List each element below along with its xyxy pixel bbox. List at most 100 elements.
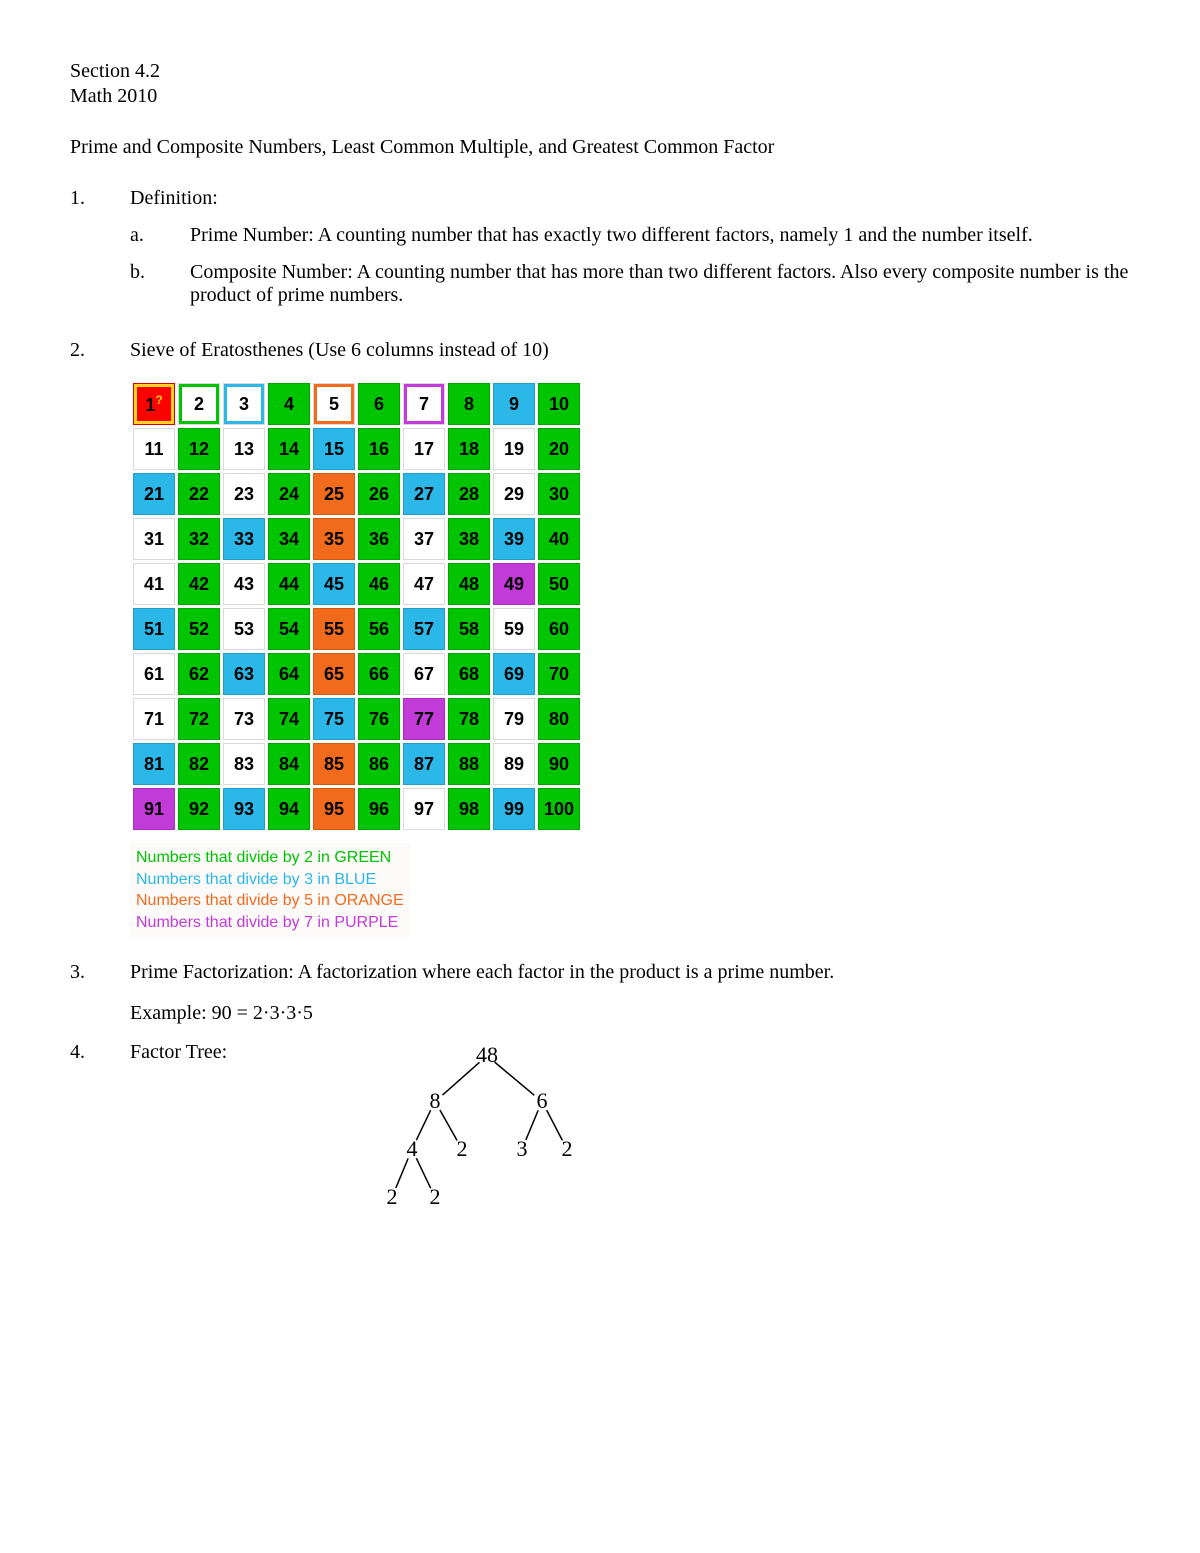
sieve-cell: 63: [223, 653, 265, 695]
sieve-cell: 44: [268, 563, 310, 605]
sieve-cell: 75: [313, 698, 355, 740]
tree-edge: [417, 1111, 431, 1141]
sieve-cell: 27: [403, 473, 445, 515]
tree-node: 2: [387, 1184, 398, 1209]
sieve-cell: 94: [268, 788, 310, 830]
sieve-cell: 8: [448, 383, 490, 425]
item-1-label: Definition:: [130, 187, 1130, 210]
sieve-cell: 2: [178, 383, 220, 425]
sieve-cell: 35: [313, 518, 355, 560]
item-3-number: 3.: [70, 961, 130, 984]
item-1-number: 1.: [70, 187, 130, 210]
item-1a: a. Prime Number: A counting number that …: [130, 224, 1130, 247]
sieve-cell: 86: [358, 743, 400, 785]
sieve-cell: 99: [493, 788, 535, 830]
item-4-number: 4.: [70, 1041, 130, 1064]
tree-edge: [495, 1063, 535, 1096]
sieve-cell: 65: [313, 653, 355, 695]
sieve-cell: 41: [133, 563, 175, 605]
item-3-label: Prime Factorization: A factorization whe…: [130, 961, 1130, 984]
sieve-cell: 7: [403, 383, 445, 425]
sieve-cell: 87: [403, 743, 445, 785]
sieve-cell: 10: [538, 383, 580, 425]
sieve-cell: 77: [403, 698, 445, 740]
sieve-cell: 9: [493, 383, 535, 425]
sieve-legend: Numbers that divide by 2 in GREENNumbers…: [130, 843, 410, 937]
sieve-cell: 28: [448, 473, 490, 515]
sieve-cell: 43: [223, 563, 265, 605]
tree-node: 3: [517, 1136, 528, 1161]
sieve-cell: 72: [178, 698, 220, 740]
sieve-cell: 11: [133, 428, 175, 470]
sieve-cell: 80: [538, 698, 580, 740]
item-1b: b. Composite Number: A counting number t…: [130, 261, 1130, 307]
sieve-cell: 46: [358, 563, 400, 605]
sieve-cell: 97: [403, 788, 445, 830]
sieve-cell: 17: [403, 428, 445, 470]
sieve-cell: 59: [493, 608, 535, 650]
sieve-cell: 18: [448, 428, 490, 470]
sieve-cell: 84: [268, 743, 310, 785]
sieve-cell: 1?: [133, 383, 175, 425]
tree-node: 2: [562, 1136, 573, 1161]
sieve-cell: 69: [493, 653, 535, 695]
sieve-cell: 53: [223, 608, 265, 650]
legend-line: Numbers that divide by 2 in GREEN: [136, 847, 404, 869]
sieve-cell: 22: [178, 473, 220, 515]
item-2: 2. Sieve of Eratosthenes (Use 6 columns …: [70, 339, 1130, 362]
sieve-cell: 79: [493, 698, 535, 740]
sieve-cell: 73: [223, 698, 265, 740]
sieve-cell: 100: [538, 788, 580, 830]
sieve-cell: 6: [358, 383, 400, 425]
factor-tree-diagram: 4886423222: [357, 1041, 617, 1221]
sieve-cell: 60: [538, 608, 580, 650]
sieve-cell: 92: [178, 788, 220, 830]
sieve-cell: 54: [268, 608, 310, 650]
sieve-cell: 19: [493, 428, 535, 470]
sieve-cell: 98: [448, 788, 490, 830]
item-4-label: Factor Tree:: [130, 1041, 227, 1221]
sieve-cell: 55: [313, 608, 355, 650]
tree-node: 6: [537, 1088, 548, 1113]
sieve-cell: 21: [133, 473, 175, 515]
sieve-cell: 13: [223, 428, 265, 470]
tree-node: 48: [476, 1042, 498, 1067]
sieve-cell: 40: [538, 518, 580, 560]
sieve-cell: 4: [268, 383, 310, 425]
sieve-cell: 64: [268, 653, 310, 695]
sieve-cell: 29: [493, 473, 535, 515]
page-title: Prime and Composite Numbers, Least Commo…: [70, 136, 1130, 159]
tree-node: 4: [407, 1136, 418, 1161]
sieve-cell: 47: [403, 563, 445, 605]
item-1a-letter: a.: [130, 224, 190, 247]
tree-edge: [526, 1111, 538, 1141]
item-1a-text: Prime Number: A counting number that has…: [190, 224, 1130, 247]
sieve-cell: 25: [313, 473, 355, 515]
sieve-cell: 81: [133, 743, 175, 785]
item-1b-text: Composite Number: A counting number that…: [190, 261, 1130, 307]
sieve-cell: 52: [178, 608, 220, 650]
sieve-cell: 26: [358, 473, 400, 515]
sieve-cell: 96: [358, 788, 400, 830]
sieve-cell: 95: [313, 788, 355, 830]
sieve-cell: 51: [133, 608, 175, 650]
sieve-cell: 88: [448, 743, 490, 785]
sieve-cell: 68: [448, 653, 490, 695]
sieve-cell: 48: [448, 563, 490, 605]
legend-line: Numbers that divide by 7 in PURPLE: [136, 912, 404, 934]
sieve-cell: 56: [358, 608, 400, 650]
legend-line: Numbers that divide by 3 in BLUE: [136, 869, 404, 891]
sieve-cell: 57: [403, 608, 445, 650]
sieve-cell: 12: [178, 428, 220, 470]
sieve-cell: 37: [403, 518, 445, 560]
sieve-cell: 16: [358, 428, 400, 470]
sieve-table: 1?23456789101112131415161718192021222324…: [130, 380, 583, 833]
sieve-cell: 74: [268, 698, 310, 740]
sieve-cell: 91: [133, 788, 175, 830]
sieve-cell: 15: [313, 428, 355, 470]
sieve-cell: 23: [223, 473, 265, 515]
sieve-cell: 14: [268, 428, 310, 470]
item-2-number: 2.: [70, 339, 130, 362]
sieve-cell: 36: [358, 518, 400, 560]
sieve-cell: 78: [448, 698, 490, 740]
